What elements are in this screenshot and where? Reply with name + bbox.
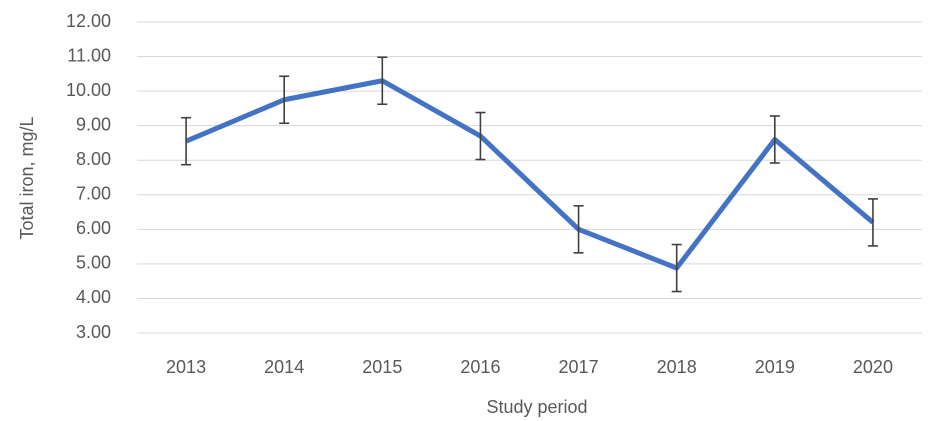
- y-tick-label: 3.00: [76, 322, 111, 342]
- x-tick-label: 2019: [755, 357, 795, 377]
- x-tick-label: 2020: [853, 357, 893, 377]
- y-tick-label: 6.00: [76, 218, 111, 238]
- x-tick-label: 2015: [362, 357, 402, 377]
- y-tick-label: 9.00: [76, 114, 111, 134]
- y-tick-label: 7.00: [76, 184, 111, 204]
- y-tick-label: 11.00: [67, 45, 111, 65]
- y-tick-label: 4.00: [76, 287, 111, 307]
- y-tick-label: 12.00: [66, 11, 111, 31]
- x-tick-label: 2013: [166, 357, 206, 377]
- x-tick-label: 2014: [264, 357, 304, 377]
- y-tick-label: 5.00: [76, 253, 111, 273]
- x-tick-label: 2016: [460, 357, 500, 377]
- x-tick-label: 2018: [657, 357, 697, 377]
- x-tick-label: 2017: [559, 357, 599, 377]
- y-tick-label: 8.00: [76, 149, 111, 169]
- data-line: [185, 78, 875, 271]
- y-tick-label: 10.00: [66, 80, 111, 100]
- y-axis-label: Total iron, mg/L: [17, 116, 37, 239]
- x-axis-label: Study period: [486, 397, 587, 417]
